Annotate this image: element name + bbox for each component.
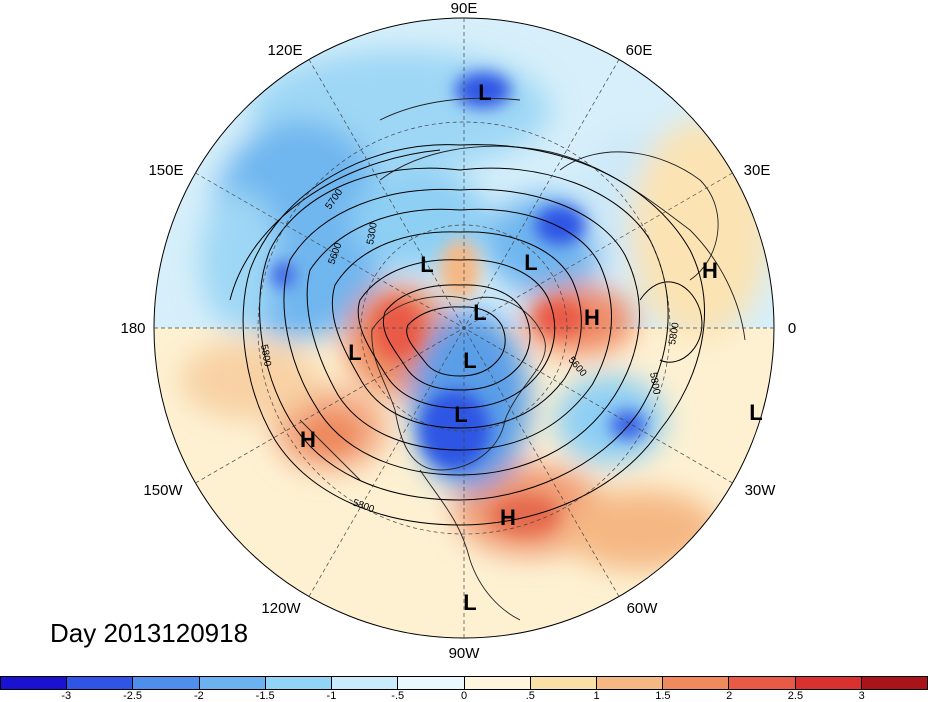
colorbar-box xyxy=(133,677,200,689)
colorbar-tick-label: 3 xyxy=(858,690,865,702)
pressure-center-low: L xyxy=(463,590,476,615)
pressure-center-low: L xyxy=(473,300,486,325)
pressure-center-low: L xyxy=(348,340,361,365)
pressure-center-low: L xyxy=(463,348,476,373)
lon-label-150w: 150W xyxy=(143,482,183,499)
lon-label-30e: 30E xyxy=(744,162,771,179)
contour-label: 5800 xyxy=(647,372,662,396)
colorbar-box xyxy=(332,677,399,689)
pressure-center-low: L xyxy=(478,80,491,105)
colorbar-tick-label: 0 xyxy=(460,690,468,702)
colorbar-box xyxy=(398,677,465,689)
pressure-center-low: L xyxy=(420,252,433,277)
colorbar-tick-label: -3 xyxy=(61,690,72,702)
colorbar-box xyxy=(663,677,730,689)
lon-label-0: 0 xyxy=(788,320,796,337)
contour-label: 5800 xyxy=(667,321,682,345)
height-contours xyxy=(229,144,705,526)
lon-label-120w: 120W xyxy=(261,600,301,617)
lon-label-150e: 150E xyxy=(148,162,183,179)
anomaly-field xyxy=(154,18,774,638)
colorbar-box xyxy=(795,677,862,689)
colorbar-box xyxy=(530,677,597,689)
colorbar-tick-label: 1.5 xyxy=(655,690,671,702)
colorbar xyxy=(0,676,928,690)
colorbar-box xyxy=(596,677,664,689)
pressure-centers: L L L H L H L L L H L H L xyxy=(300,80,763,615)
graticule xyxy=(154,18,774,638)
lon-label-120e: 120E xyxy=(267,42,302,59)
colorbar-tick-label: 1 xyxy=(593,690,600,702)
colorbar-labels: -3 -2.5 -2 -1.5 -1 -.5 0 .5 1 1.5 2 2.5 3 xyxy=(0,690,928,702)
longitude-labels: 90E 60E 30E 0 30W 60W 90W 120W 150W 180 … xyxy=(120,0,796,662)
lon-label-30w: 30W xyxy=(745,482,777,499)
lon-label-90w: 90W xyxy=(449,645,481,662)
colorbar-tick-label: 2 xyxy=(726,690,733,702)
pressure-center-high: H xyxy=(584,305,600,330)
lon-label-90e: 90E xyxy=(451,0,478,17)
map-title: Day 2013120918 xyxy=(50,618,249,648)
lon-label-60w: 60W xyxy=(627,600,659,617)
colorbar-box xyxy=(199,677,266,689)
colorbar-box xyxy=(861,677,928,689)
colorbar-tick-label: .5 xyxy=(525,690,535,702)
colorbar-tick-label: -2 xyxy=(193,690,204,702)
colorbar-box xyxy=(729,677,796,689)
colorbar-tick-label: -2.5 xyxy=(123,690,143,702)
contour-label: 5800 xyxy=(258,344,273,368)
pressure-center-high: H xyxy=(702,258,718,283)
contour-label: 5300 xyxy=(365,221,380,245)
colorbar-box xyxy=(67,677,134,689)
colorbar-tick-label: -.5 xyxy=(391,690,405,702)
colorbar-box xyxy=(265,677,333,689)
colorbar-tick-label: -1.5 xyxy=(255,690,275,702)
colorbar-tick-label: 2.5 xyxy=(787,690,804,702)
pressure-center-high: H xyxy=(500,505,516,530)
pressure-center-low: L xyxy=(454,402,467,427)
pressure-center-low: L xyxy=(749,400,762,425)
colorbar-box xyxy=(1,677,68,689)
colorbar-tick-label: -1 xyxy=(326,690,337,702)
pressure-center-high: H xyxy=(300,427,316,452)
lon-label-180: 180 xyxy=(120,320,145,337)
lon-label-60e: 60E xyxy=(626,42,653,59)
colorbar-box xyxy=(464,677,531,689)
pressure-center-low: L xyxy=(524,250,537,275)
